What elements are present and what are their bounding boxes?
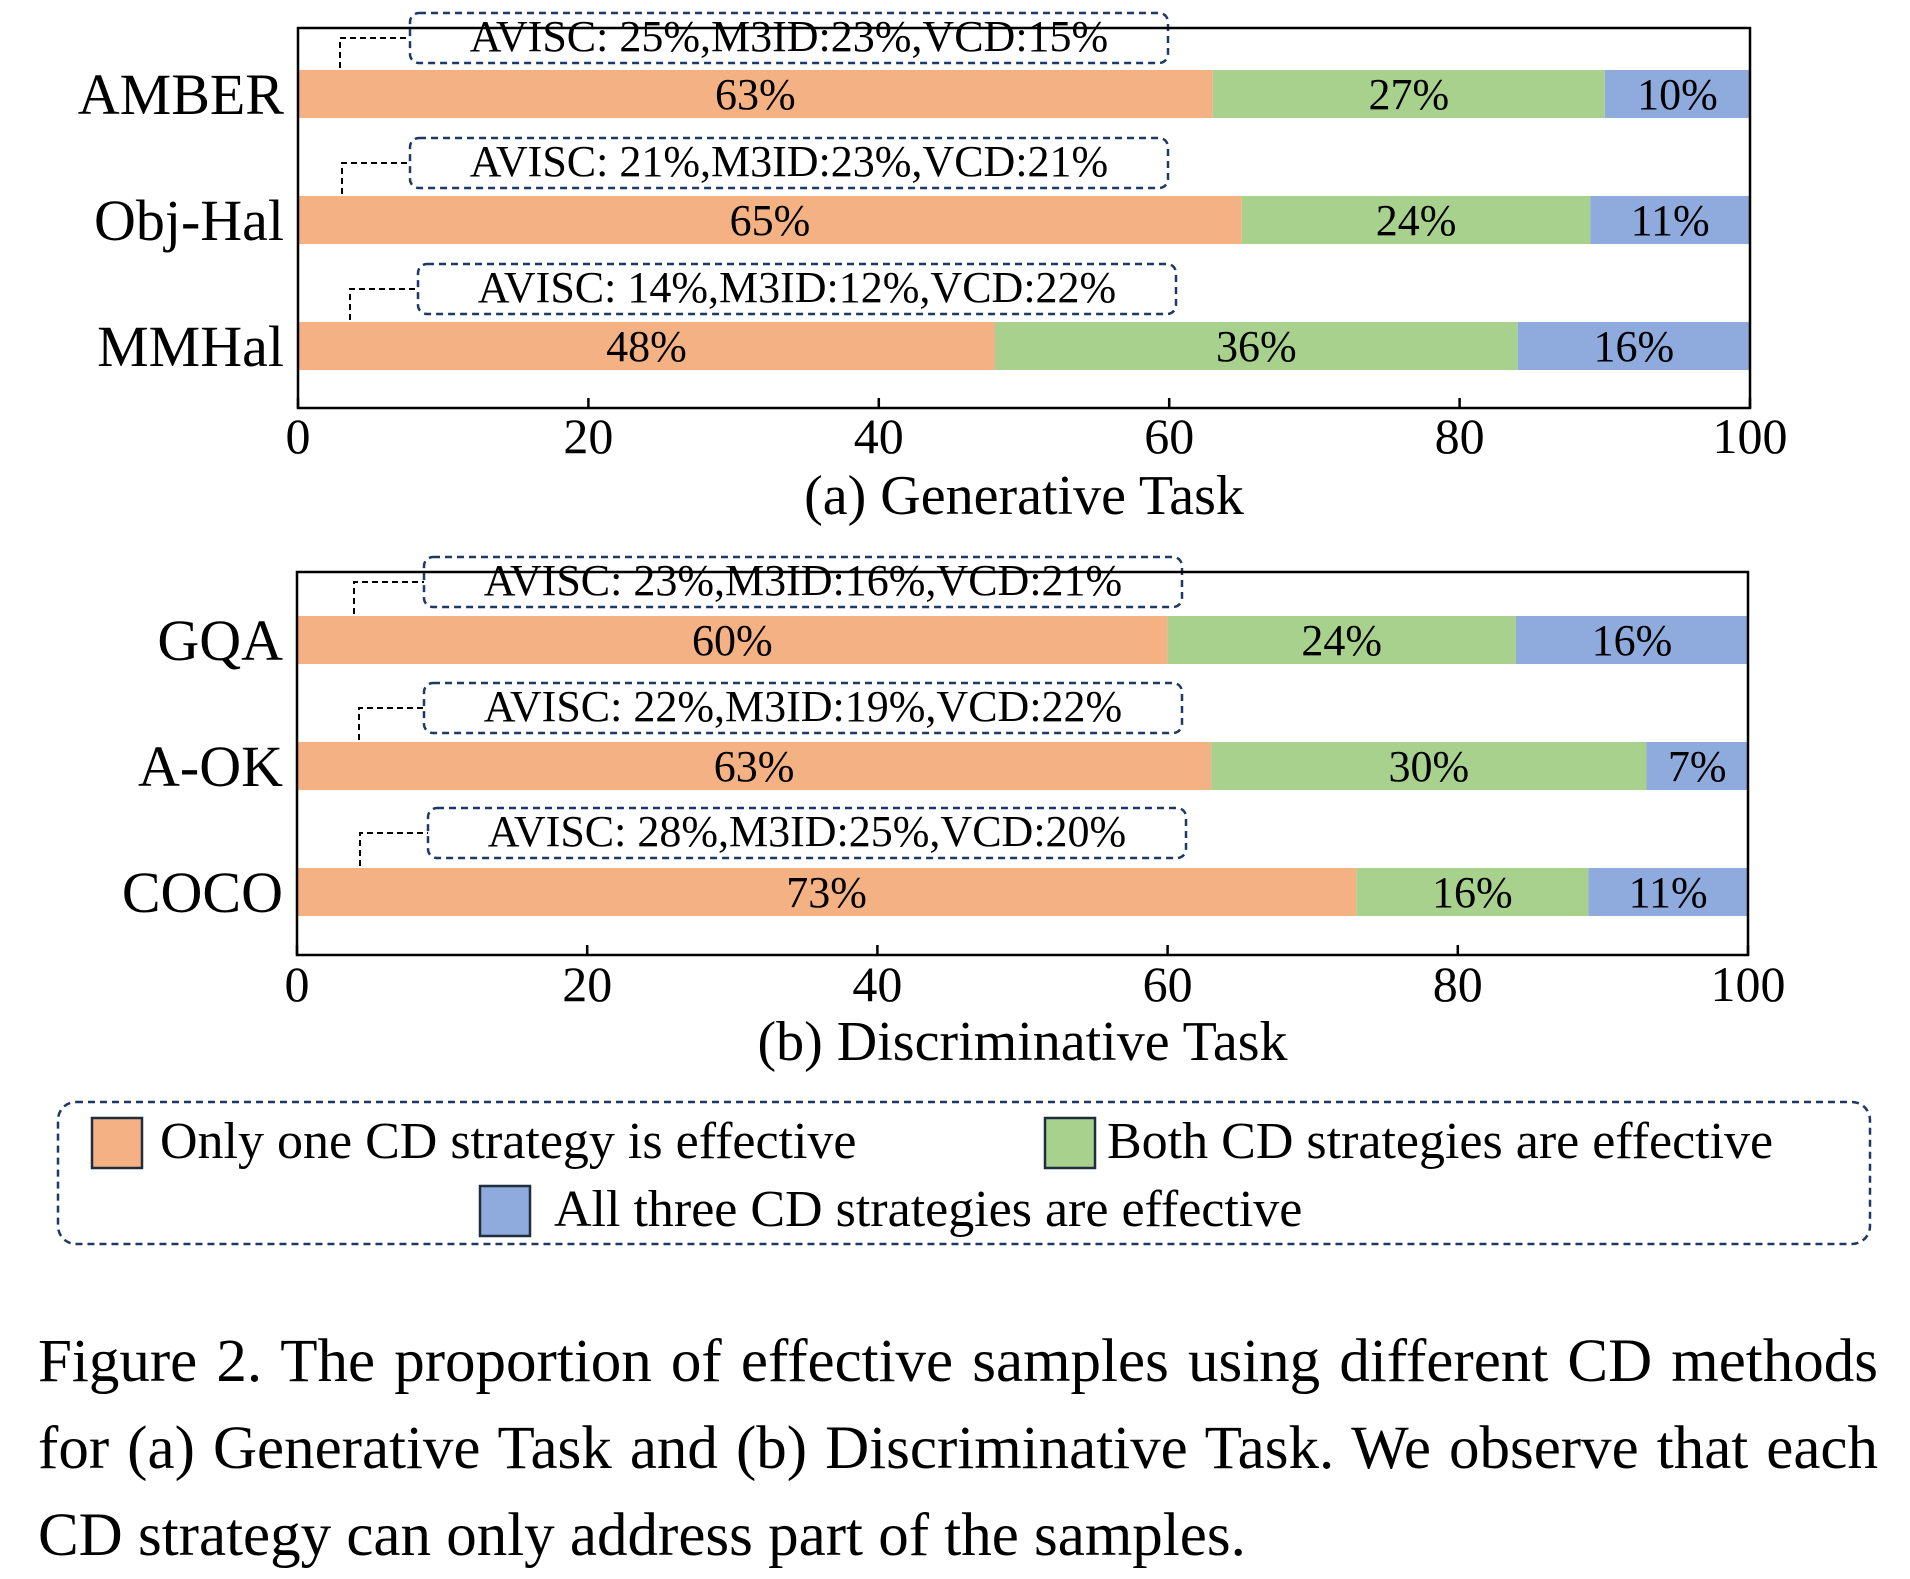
category-label: AMBER bbox=[78, 62, 285, 127]
annotation-text: AVISC: 25%,M3ID:23%,VCD:15% bbox=[470, 12, 1108, 61]
x-tick-label: 20 bbox=[563, 408, 613, 464]
bar-segment-gqa-2 bbox=[1167, 616, 1516, 664]
bar-segment-obj-hal-2 bbox=[1241, 196, 1591, 244]
bar-value-label: 27% bbox=[1368, 70, 1449, 119]
axes-frame bbox=[296, 26, 1752, 410]
category-label: GQA bbox=[157, 608, 283, 673]
bar-value-label: 65% bbox=[730, 196, 811, 245]
annotation-box bbox=[426, 806, 1188, 860]
bar-segment-mmhal-3 bbox=[1517, 322, 1750, 370]
bar-value-label: 48% bbox=[606, 322, 687, 371]
axes-frame bbox=[295, 570, 1750, 957]
bar-value-label: 11% bbox=[1629, 868, 1708, 917]
annotation-box bbox=[416, 262, 1178, 316]
x-tick-label: 100 bbox=[1713, 408, 1788, 464]
bar-segment-obj-hal-1 bbox=[298, 196, 1242, 244]
annotation-text: AVISC: 22%,M3ID:19%,VCD:22% bbox=[484, 682, 1122, 731]
chart-subtitle: (a) Generative Task bbox=[804, 465, 1244, 527]
bar-value-label: 36% bbox=[1216, 322, 1297, 371]
x-tick-label: 40 bbox=[854, 408, 904, 464]
bar-segment-obj-hal-3 bbox=[1590, 196, 1750, 244]
annotation-text: AVISC: 14%,M3ID:12%,VCD:22% bbox=[478, 263, 1116, 312]
annotation-connector bbox=[353, 581, 424, 614]
bar-value-label: 24% bbox=[1376, 196, 1457, 245]
legend-label-1: Only one CD strategy is effective bbox=[160, 1113, 857, 1170]
bar-value-label: 11% bbox=[1631, 196, 1710, 245]
annotation-box bbox=[408, 136, 1170, 190]
x-tick-label: 0 bbox=[286, 408, 311, 464]
bar-value-label: 16% bbox=[1432, 868, 1513, 917]
annotation-box bbox=[408, 11, 1170, 65]
bar-segment-a-ok-3 bbox=[1646, 742, 1748, 790]
bar-value-label: 63% bbox=[715, 70, 796, 119]
bar-segment-a-ok-1 bbox=[297, 742, 1212, 790]
category-label: MMHal bbox=[97, 314, 284, 379]
bar-value-label: 60% bbox=[692, 616, 773, 665]
x-tick-label: 60 bbox=[1143, 956, 1193, 1012]
annotation-connector bbox=[349, 288, 418, 320]
chart-subtitle: (b) Discriminative Task bbox=[757, 1011, 1287, 1073]
bar-value-label: 30% bbox=[1388, 742, 1469, 791]
annotation-connector bbox=[339, 37, 410, 68]
bar-segment-coco-3 bbox=[1588, 868, 1748, 916]
bar-segment-a-ok-2 bbox=[1211, 742, 1647, 790]
bar-value-label: 63% bbox=[714, 742, 795, 791]
bar-segment-amber-1 bbox=[298, 70, 1213, 118]
x-tick-label: 100 bbox=[1711, 956, 1786, 1012]
x-tick-label: 0 bbox=[285, 956, 310, 1012]
bar-value-label: 16% bbox=[1594, 322, 1675, 371]
legend-label-2: Both CD strategies are effective bbox=[1107, 1113, 1773, 1170]
bar-value-label: 73% bbox=[786, 868, 867, 917]
bar-segment-gqa-3 bbox=[1515, 616, 1748, 664]
figure-caption: Figure 2. The proportion of effective sa… bbox=[38, 1328, 1878, 1569]
bar-segment-coco-2 bbox=[1356, 868, 1589, 916]
x-tick-label: 60 bbox=[1144, 408, 1194, 464]
x-tick-label: 40 bbox=[852, 956, 902, 1012]
x-tick-label: 20 bbox=[562, 956, 612, 1012]
bar-value-label: 24% bbox=[1301, 616, 1382, 665]
bar-segment-gqa-1 bbox=[297, 616, 1168, 664]
bar-segment-coco-1 bbox=[297, 868, 1357, 916]
annotation-text: AVISC: 28%,M3ID:25%,VCD:20% bbox=[488, 807, 1126, 856]
legend-label-3: All three CD strategies are effective bbox=[554, 1181, 1302, 1238]
annotation-connector bbox=[358, 707, 424, 740]
legend-swatch-3 bbox=[478, 1184, 532, 1238]
bar-segment-mmhal-1 bbox=[298, 322, 995, 370]
x-tick-label: 80 bbox=[1435, 408, 1485, 464]
legend: Only one CD strategy is effective Both CD… bbox=[56, 1100, 1872, 1246]
bar-segment-amber-3 bbox=[1604, 70, 1750, 118]
annotation-box bbox=[422, 555, 1184, 609]
category-label: Obj-Hal bbox=[94, 188, 284, 253]
category-label: A-OK bbox=[138, 734, 283, 799]
bar-value-label: 16% bbox=[1592, 616, 1673, 665]
annotation-box bbox=[422, 681, 1184, 735]
annotation-text: AVISC: 23%,M3ID:16%,VCD:21% bbox=[484, 556, 1122, 605]
category-label: COCO bbox=[122, 860, 283, 925]
annotation-connector bbox=[341, 162, 410, 194]
legend-swatch-1 bbox=[90, 1116, 144, 1170]
bar-segment-amber-2 bbox=[1212, 70, 1605, 118]
legend-swatch-2 bbox=[1043, 1116, 1097, 1170]
discriminative-task-chart: 60% 24% 16% GQA AVISC: 23%,M3ID:16%,VCD:21% 6… bbox=[122, 555, 1786, 1073]
bar-value-label: 7% bbox=[1668, 742, 1727, 791]
generative-task-chart: 63% 27% 10% AMBER AVISC: 25%,M3ID:23%,VCD:15… bbox=[78, 11, 1788, 527]
x-tick-label: 80 bbox=[1433, 956, 1483, 1012]
bar-segment-mmhal-2 bbox=[994, 322, 1518, 370]
bar-value-label: 10% bbox=[1637, 70, 1718, 119]
annotation-connector bbox=[359, 832, 428, 866]
annotation-text: AVISC: 21%,M3ID:23%,VCD:21% bbox=[470, 137, 1108, 186]
